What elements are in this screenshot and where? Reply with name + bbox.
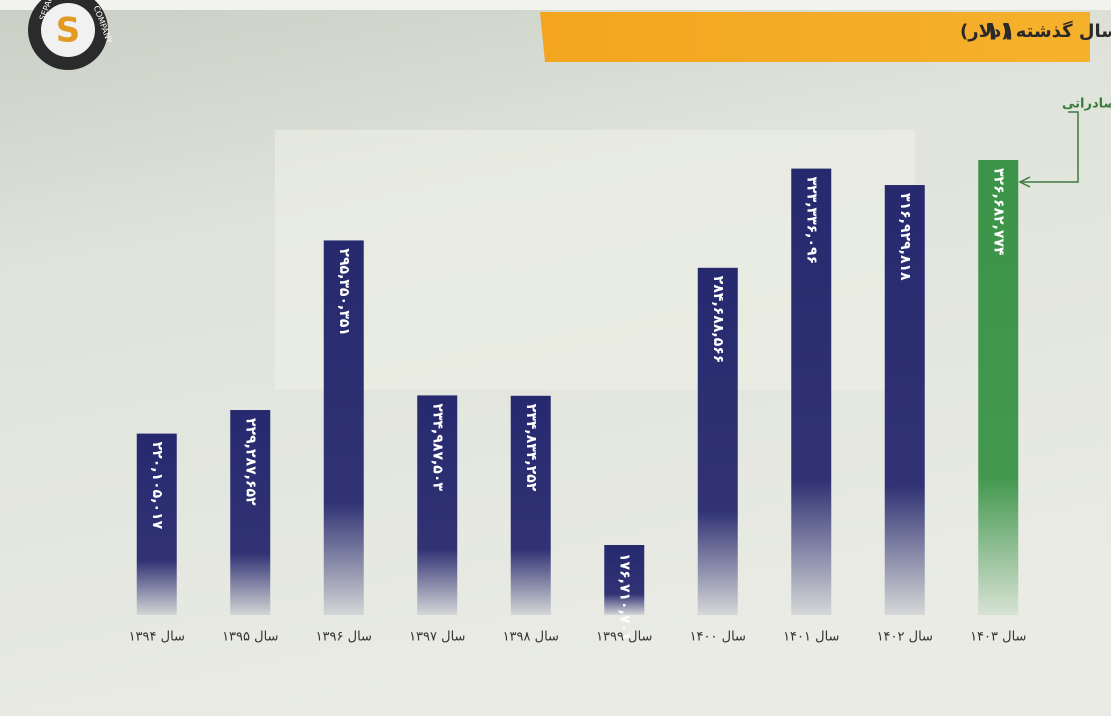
x-tick-label: سال ۱۳۹۴ (129, 630, 185, 645)
x-tick-label: سال ۱۳۹۷ (409, 630, 465, 645)
logo-letter: S (56, 11, 81, 51)
annotation-arrowhead (1018, 176, 1031, 188)
logo: S SEPAHAN COMPANY (28, 0, 114, 70)
logo-disc (41, 3, 95, 57)
x-tick-label: سال ۱۳۹۸ (503, 630, 559, 645)
header-bar (540, 12, 1090, 62)
bar (323, 240, 364, 615)
bar (604, 545, 645, 615)
value-label: ۲۸۴,۶۸۸,۵۶۶ (710, 276, 726, 364)
top-strip (0, 0, 1111, 10)
value-label: ۲۲۹,۲۸۷,۶۵۲ (242, 418, 258, 506)
value-label: ۳۲۶,۶۸۲,۷۷۴ (990, 168, 1006, 256)
bar (230, 410, 271, 615)
header-number: ۱۱ (984, 17, 1016, 47)
x-tick-label: سال ۱۳۹۹ (596, 630, 652, 645)
x-tick-label: سال ۱۴۰۱ (783, 630, 839, 645)
value-label: ۳۲۳,۳۳۶,۰۹۶ (803, 177, 819, 265)
x-tick-label: سال ۱۴۰۰ (690, 630, 746, 645)
x-tick-label: سال ۱۴۰۲ (877, 630, 933, 645)
value-label: ۲۳۴,۹۸۷,۵۰۳ (429, 403, 445, 491)
bar (510, 395, 551, 615)
bar (697, 267, 738, 615)
chart-title: روند فروش صادراتی طی ۱۰ سال گذشته (دلار) (960, 20, 1111, 42)
x-tick-label: سال ۱۳۹۶ (316, 630, 372, 645)
bar (136, 433, 177, 615)
value-label: ۲۳۴,۸۳۴,۲۵۲ (523, 404, 539, 492)
bar (791, 168, 832, 615)
bar (884, 185, 925, 616)
value-label: ۱۷۶,۷۱۰,۷۰۱ (616, 553, 632, 641)
annotation: شکست رکورد صادراتی (1062, 97, 1111, 112)
bar (417, 395, 458, 615)
value-label: ۳۱۶,۹۲۹,۸۱۸ (897, 193, 913, 281)
value-label: ۲۲۰,۱۰۵,۰۱۷ (149, 442, 165, 530)
bar (978, 160, 1019, 615)
annotation-arrow (1022, 111, 1079, 183)
value-label: ۲۹۵,۳۵۰,۳۵۱ (336, 248, 352, 336)
x-tick-label: سال ۱۴۰۳ (970, 630, 1026, 645)
x-tick-label: سال ۱۳۹۵ (222, 630, 278, 645)
